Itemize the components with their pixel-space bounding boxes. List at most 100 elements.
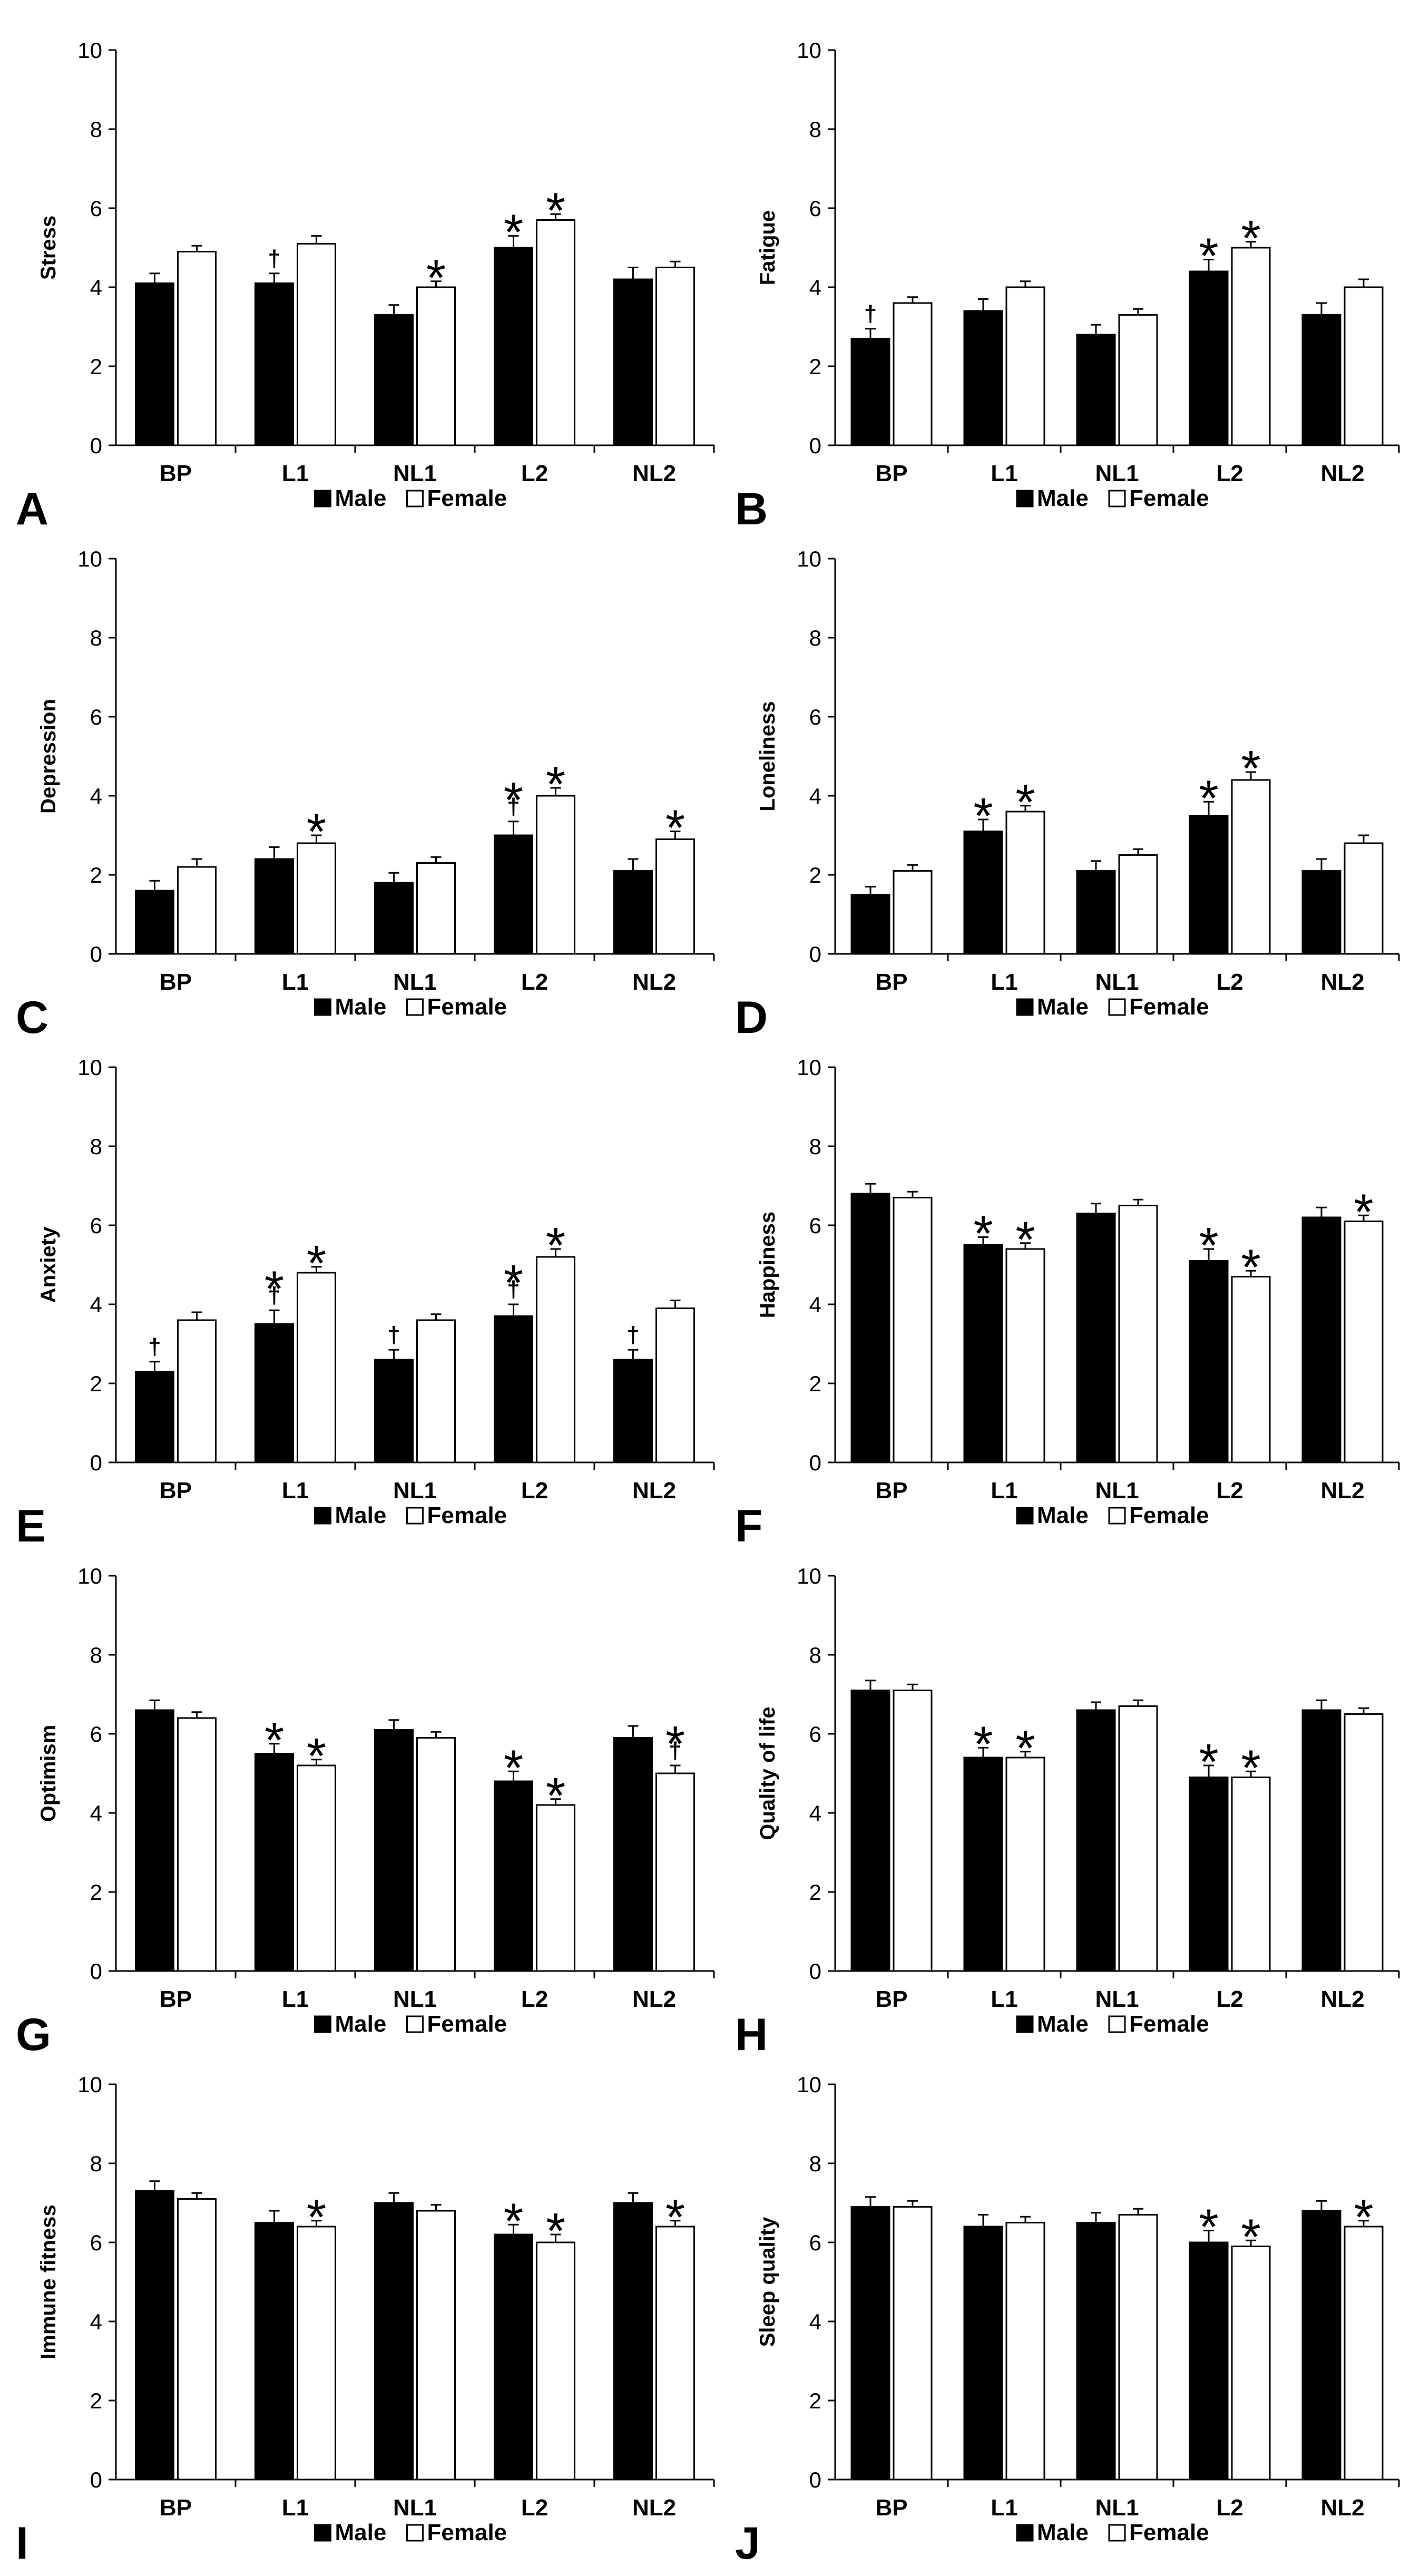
panel-f-asterisk-mark: *: [973, 1206, 993, 1262]
panel-i-ytick-label: 0: [90, 2467, 102, 2492]
panel-f-asterisk-mark: *: [1199, 1217, 1218, 1274]
panel-j-legend-label-female: Female: [1129, 2520, 1209, 2545]
panel-f-asterisk-mark: *: [1015, 1212, 1035, 1268]
panel-d-legend-label-female: Female: [1129, 994, 1209, 1020]
panel-j-bar-male: [850, 2206, 890, 2481]
panel-i-category-label: L1: [282, 2495, 309, 2521]
panel-g-category-label: L2: [521, 1986, 548, 2012]
panel-b-category-label: NL1: [1095, 461, 1139, 486]
panel-e-category-label: L2: [521, 1478, 548, 1504]
panel-e-category-label: BP: [160, 1478, 192, 1504]
panel-e-legend-swatch-female: [406, 1507, 424, 1525]
panel-c-bar-male: [135, 890, 174, 955]
panel-j-asterisk-mark: *: [1241, 2209, 1260, 2265]
panel-b-bar-male: [850, 338, 890, 446]
panel-i-bar-male: [254, 2222, 294, 2481]
panel-a-bar-female: [655, 267, 695, 446]
panel-h-bar-male: [1189, 1777, 1229, 1972]
panel-a-bar-female: [416, 286, 456, 446]
panel-a-legend-swatch-male: [314, 490, 331, 508]
panel-h-bar-female: [893, 1690, 933, 1972]
panel-g-asterisk-mark: *: [265, 1712, 284, 1769]
panel-j-ytick-label: 4: [809, 2309, 821, 2334]
panel-e-asterisk-mark: *: [504, 1255, 523, 1311]
panel-j: 0 2 4 6 8 10 Sleep quality BP L1 NL1 L2 * * NL2 * J Male…: [735, 2072, 1400, 2569]
panel-h-bar-female: [1005, 1757, 1045, 1972]
panel-h-ytick-label: 2: [809, 1880, 821, 1905]
panel-a: 0 2 4 6 8 10 Stress BP L1 † NL1 * L2 * * NL2 A Male Female: [16, 38, 715, 534]
panel-h-asterisk-mark: *: [1241, 1740, 1260, 1796]
panel-j-ytick-label: 6: [809, 2230, 821, 2255]
panel-g-legend-label-male: Male: [335, 2011, 387, 2037]
panel-a-ytick-label: 6: [90, 196, 102, 221]
panel-g-category-label: NL1: [393, 1986, 437, 2012]
panel-f-ytick-label: 8: [809, 1134, 821, 1159]
panel-i-category-label: NL1: [393, 2495, 437, 2521]
panel-f-bar-female: [1118, 1205, 1158, 1463]
panel-e-ytick-label: 2: [90, 1371, 102, 1396]
panel-c-bar-female: [655, 838, 695, 955]
panel-j-category-label: NL1: [1095, 2495, 1139, 2521]
panel-h-ytick-label: 10: [797, 1564, 821, 1588]
panel-b-letter: B: [735, 484, 768, 534]
panel-g-dagger-mark: †: [669, 1738, 681, 1763]
panel-f-category-label: NL1: [1095, 1478, 1139, 1504]
panel-i-asterisk-mark: *: [665, 2189, 685, 2246]
panel-f-ylabel: Happiness: [756, 1212, 779, 1318]
panel-e-legend-swatch-male: [314, 1507, 331, 1525]
panel-h-asterisk-mark: *: [1015, 1720, 1035, 1777]
panel-d-letter: D: [735, 992, 768, 1043]
panel-a-category-label: NL1: [393, 461, 437, 486]
panel-b-legend-swatch-female: [1108, 490, 1126, 508]
panel-f-legend-swatch-male: [1016, 1507, 1034, 1525]
panel-e-bar-female: [297, 1272, 336, 1463]
panel-a-ylabel: Stress: [37, 216, 60, 280]
panel-c-bar-male: [494, 834, 533, 955]
panel-g-asterisk-mark: *: [307, 1728, 326, 1784]
panel-j-ylabel: Sleep quality: [756, 2217, 779, 2347]
panel-f-ytick-label: 10: [797, 1055, 821, 1080]
panel-h-bar-male: [1076, 1709, 1116, 1972]
panel-c-dagger-mark: †: [507, 794, 520, 819]
panel-g-asterisk-mark: *: [504, 1740, 523, 1796]
panel-d-bar-male: [850, 894, 890, 955]
panel-b-legend-swatch-male: [1016, 490, 1034, 508]
panel-i-legend-swatch-male: [314, 2524, 331, 2542]
panel-d-bar-female: [1118, 854, 1158, 955]
panel-a-bar-female: [536, 219, 575, 446]
panel-e-asterisk-mark: *: [546, 1217, 565, 1274]
panel-e-legend-label-male: Male: [335, 1502, 387, 1528]
panel-g-ytick-label: 6: [90, 1722, 102, 1746]
panel-j-letter: J: [735, 2518, 760, 2569]
panel-b-asterisk-mark: *: [1199, 228, 1218, 285]
panel-e-ytick-label: 0: [90, 1450, 102, 1475]
panel-b-category-label: NL2: [1320, 461, 1364, 486]
panel-c-asterisk-mark: *: [546, 756, 565, 813]
panel-b-bar-female: [1118, 314, 1158, 446]
panel-h-bar-female: [1344, 1713, 1384, 1972]
panel-f-legend-label-female: Female: [1129, 1502, 1209, 1528]
panel-c-category-label: L1: [282, 969, 309, 995]
panel-g-asterisk-mark: *: [665, 1716, 685, 1772]
panel-b-bar-male: [1189, 270, 1229, 446]
panel-g-letter: G: [16, 2009, 51, 2060]
panel-e-category-label: NL2: [632, 1478, 676, 1504]
panel-c-bar-female: [416, 862, 456, 955]
panel-h-ytick-label: 8: [809, 1643, 821, 1667]
panel-f-bar-female: [893, 1197, 933, 1463]
panel-a-asterisk-mark: *: [546, 182, 565, 239]
panel-e-bar-female: [177, 1319, 217, 1463]
panel-c-ytick-label: 0: [90, 942, 102, 967]
panel-g-ylabel: Optimism: [37, 1725, 60, 1822]
panel-h-bar-male: [850, 1690, 890, 1972]
panel-f-bar-female: [1344, 1221, 1384, 1463]
panel-a-ytick-label: 4: [90, 275, 102, 300]
panel-f-legend-label-male: Male: [1037, 1502, 1089, 1528]
panel-h-legend-swatch-female: [1108, 2015, 1126, 2033]
panel-b-bar-male: [1076, 334, 1116, 446]
panel-i-bar-male: [374, 2202, 414, 2481]
panel-i-ytick-label: 2: [90, 2388, 102, 2413]
panel-d-bar-male: [1301, 870, 1341, 955]
panel-f-ytick-label: 0: [809, 1450, 821, 1475]
panel-i-letter: I: [16, 2518, 28, 2569]
